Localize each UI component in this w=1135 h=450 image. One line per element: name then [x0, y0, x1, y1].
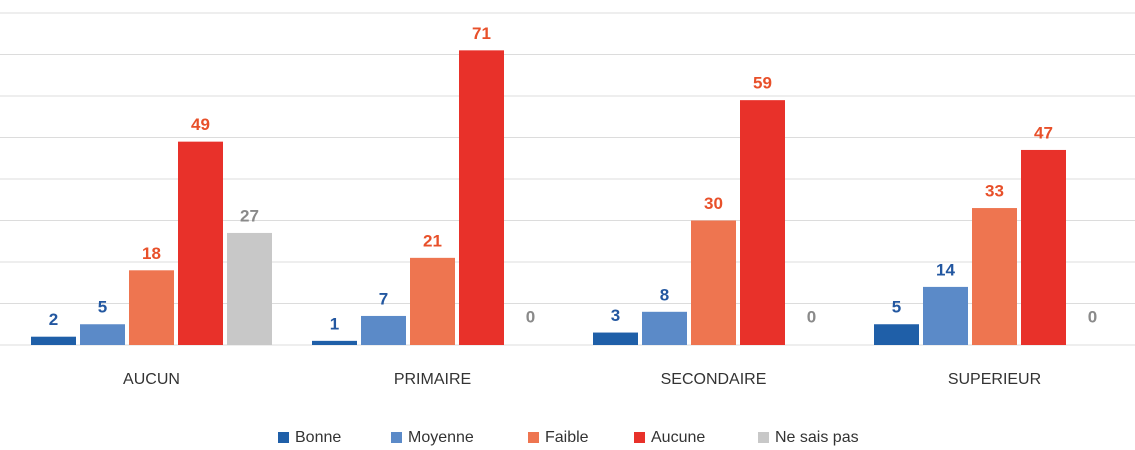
data-label: 21	[423, 231, 442, 250]
legend-swatch	[278, 432, 289, 443]
data-label: 7	[379, 289, 388, 308]
bar	[1021, 149, 1066, 345]
legend-swatch	[758, 432, 769, 443]
data-label: 5	[892, 298, 901, 317]
data-label: 47	[1034, 123, 1053, 142]
data-label: 8	[660, 285, 669, 304]
bar	[178, 141, 223, 345]
bar	[459, 50, 504, 345]
bar	[227, 232, 272, 345]
data-label: 0	[807, 307, 816, 326]
legend-label: Moyenne	[408, 429, 474, 446]
data-label: 49	[191, 115, 210, 134]
data-label: 30	[704, 194, 723, 213]
bar	[923, 286, 968, 345]
data-label: 27	[240, 206, 259, 225]
data-label: 14	[936, 260, 955, 279]
data-label: 5	[98, 298, 107, 317]
bar	[312, 340, 357, 345]
legend-swatch	[391, 432, 402, 443]
x-tick-label: AUCUN	[123, 371, 180, 388]
bar	[691, 220, 736, 345]
legend-swatch	[634, 432, 645, 443]
legend-swatch	[528, 432, 539, 443]
data-label: 59	[753, 74, 772, 93]
legend-label: Bonne	[295, 429, 341, 446]
bar	[874, 324, 919, 345]
data-label: 0	[1088, 307, 1097, 326]
data-label: 0	[526, 307, 535, 326]
x-tick-label: PRIMAIRE	[394, 371, 471, 388]
bar	[80, 324, 125, 345]
data-label: 71	[472, 24, 491, 43]
legend-label: Faible	[545, 429, 589, 446]
bar	[593, 332, 638, 345]
legend-label: Ne sais pas	[775, 429, 859, 446]
bar	[410, 257, 455, 345]
bar	[31, 336, 76, 345]
data-label: 2	[49, 310, 58, 329]
data-label: 18	[142, 244, 161, 263]
bar	[642, 311, 687, 345]
data-label: 1	[330, 314, 339, 333]
legend-label: Aucune	[651, 429, 705, 446]
bar	[972, 208, 1017, 345]
data-label: 33	[985, 182, 1004, 201]
x-tick-label: SUPERIEUR	[948, 371, 1041, 388]
bar	[740, 100, 785, 346]
x-tick-label: SECONDAIRE	[661, 371, 767, 388]
bar	[361, 315, 406, 345]
data-label: 3	[611, 306, 620, 325]
bar	[129, 270, 174, 345]
